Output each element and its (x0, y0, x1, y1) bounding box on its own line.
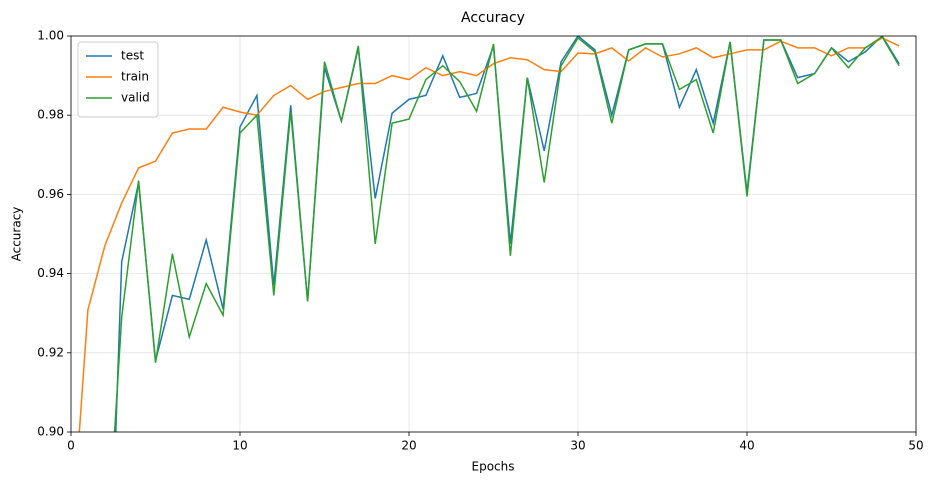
x-tick-label: 0 (67, 439, 75, 453)
legend-label: test (121, 49, 144, 63)
series-line (115, 36, 900, 432)
plot-frame (70, 35, 917, 433)
y-tick-label: 0.90 (37, 425, 64, 439)
y-tick-label: 0.96 (37, 187, 64, 201)
x-tick-label: 10 (232, 439, 247, 453)
chart-title: Accuracy (461, 10, 525, 26)
x-tick-label: 30 (570, 439, 585, 453)
series-line (78, 37, 900, 432)
y-tick-label: 0.92 (37, 345, 64, 359)
y-axis-label: Accuracy (10, 207, 24, 262)
x-tick-label: 20 (401, 439, 416, 453)
y-tick-label: 0.94 (37, 266, 64, 280)
series-line (113, 36, 900, 432)
y-tick-label: 0.98 (37, 108, 64, 122)
x-axis-label: Epochs (472, 460, 515, 474)
x-tick-label: 50 (908, 439, 923, 453)
y-tick-label: 1.00 (37, 29, 64, 43)
x-tick-label: 40 (739, 439, 754, 453)
legend-label: valid (121, 91, 150, 105)
legend-label: train (121, 70, 149, 84)
plot-area (78, 36, 900, 432)
